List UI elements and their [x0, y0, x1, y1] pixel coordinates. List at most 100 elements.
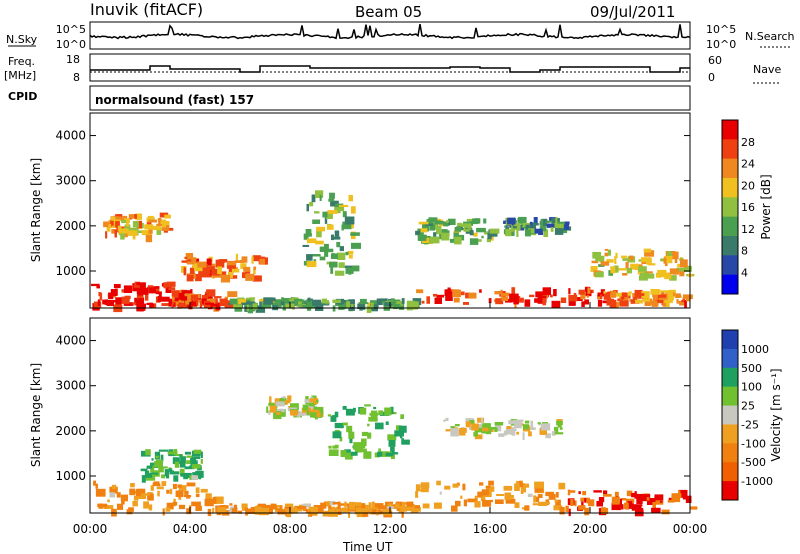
heatmap-cell [454, 236, 462, 245]
heatmap-cell [578, 491, 581, 495]
velocity-colorbar-tick: 25 [741, 400, 755, 413]
heatmap-cell [126, 509, 133, 515]
heatmap-cell [332, 431, 342, 439]
heatmap-cell [344, 449, 351, 453]
heatmap-cell [362, 448, 367, 452]
heatmap-cell [143, 501, 149, 509]
heatmap-cell [99, 292, 103, 301]
heatmap-cell [537, 494, 543, 498]
heatmap-cell [167, 451, 176, 455]
noise-right-tick-top: 10^5 [706, 23, 736, 36]
heatmap-cell [453, 297, 460, 303]
heatmap-cell [524, 420, 530, 424]
cpid-mode: normalsound (fast) 157 [95, 93, 254, 107]
velocity-ylabel: Slant Range [km] [29, 363, 43, 467]
heatmap-cell [178, 485, 187, 491]
heatmap-cell [141, 287, 149, 295]
heatmap-cell [153, 286, 160, 289]
heatmap-cell [340, 450, 347, 457]
heatmap-cell [312, 254, 321, 257]
heatmap-cell [600, 289, 605, 295]
heatmap-cell [328, 198, 335, 202]
heatmap-cell [306, 261, 317, 268]
heatmap-cell [109, 486, 118, 494]
velocity-colorbar-ticks: 1000 500 100 25 -25 -100 -500 -1000 [741, 343, 773, 488]
velocity-colorbar-swatch [722, 386, 738, 407]
heatmap-cell [337, 501, 341, 510]
heatmap-cell [351, 220, 354, 229]
heatmap-cell [334, 411, 339, 418]
heatmap-cell [482, 427, 489, 432]
heatmap-cell [273, 299, 284, 304]
heatmap-cell [463, 499, 467, 507]
heatmap-cell [495, 499, 504, 504]
noise-left-tick-bottom: 10^0 [56, 38, 86, 51]
heatmap-cell [344, 501, 347, 508]
freq-right-tick-bottom: 0 [708, 71, 715, 84]
heatmap-cell [264, 257, 268, 265]
velocity-colorbar-tick: -100 [741, 437, 766, 450]
velocity-colorbar-tick: 100 [741, 381, 762, 394]
heatmap-cell [631, 504, 642, 511]
heatmap-cell [184, 495, 192, 498]
velocity-colorbar-label: Velocity [m s⁻¹] [769, 368, 783, 461]
heatmap-cell [387, 503, 393, 507]
heatmap-cell [96, 285, 100, 289]
heatmap-cell [215, 259, 225, 268]
power-panel: 1000 2000 3000 4000 Slant Range [km] [29, 112, 695, 314]
heatmap-cell [654, 494, 664, 501]
heatmap-cell [554, 499, 558, 503]
heatmap-cell [204, 498, 214, 507]
heatmap-cell [558, 482, 566, 490]
heatmap-cell [459, 427, 466, 436]
heatmap-cell [390, 446, 395, 455]
heatmap-cell [658, 290, 669, 293]
power-y-axis: 1000 2000 3000 4000 [55, 129, 690, 278]
heatmap-cell [495, 423, 502, 432]
heatmap-cell [645, 273, 655, 279]
heatmap-cell [160, 296, 170, 302]
heatmap-cell [636, 497, 643, 504]
power-ylabel: Slant Range [km] [29, 158, 43, 262]
heatmap-cell [123, 302, 134, 306]
heatmap-cell [319, 256, 326, 261]
heatmap-cell [166, 281, 176, 287]
heatmap-cell [216, 507, 227, 513]
heatmap-cell [482, 500, 492, 507]
heatmap-cell [268, 402, 275, 407]
power-colorbar-tick: 28 [741, 136, 755, 149]
heatmap-cell [141, 230, 152, 236]
heatmap-cell [307, 297, 311, 302]
heatmap-cell [120, 494, 128, 502]
heatmap-cell [364, 404, 371, 407]
heatmap-cell [426, 296, 430, 304]
power-colorbar-swatch [722, 158, 738, 179]
heatmap-cell [111, 216, 116, 221]
heatmap-cell [392, 412, 397, 415]
heatmap-cell [190, 298, 193, 301]
heatmap-cell [592, 251, 602, 259]
heatmap-cell [668, 296, 674, 301]
heatmap-cell [339, 437, 343, 442]
noise-right-tick-bottom: 10^0 [706, 38, 736, 51]
heatmap-cell [428, 217, 438, 222]
heatmap-cell [287, 301, 291, 305]
heatmap-cell [640, 272, 650, 279]
heatmap-cell [235, 253, 238, 261]
heatmap-cell [329, 261, 338, 268]
heatmap-cell [303, 233, 309, 240]
heatmap-cell [180, 473, 187, 477]
heatmap-cell [217, 266, 222, 275]
heatmap-cell [436, 227, 442, 235]
heatmap-cell [554, 223, 564, 229]
heatmap-cell [603, 292, 611, 300]
heatmap-cell [347, 250, 354, 255]
heatmap-cell [514, 302, 517, 308]
heatmap-cell [418, 221, 429, 225]
heatmap-cell [496, 494, 505, 496]
heatmap-cell [465, 421, 471, 428]
heatmap-cell [643, 298, 652, 302]
heatmap-cell [327, 210, 338, 214]
heatmap-cell [245, 273, 255, 281]
heatmap-cell [189, 505, 192, 509]
